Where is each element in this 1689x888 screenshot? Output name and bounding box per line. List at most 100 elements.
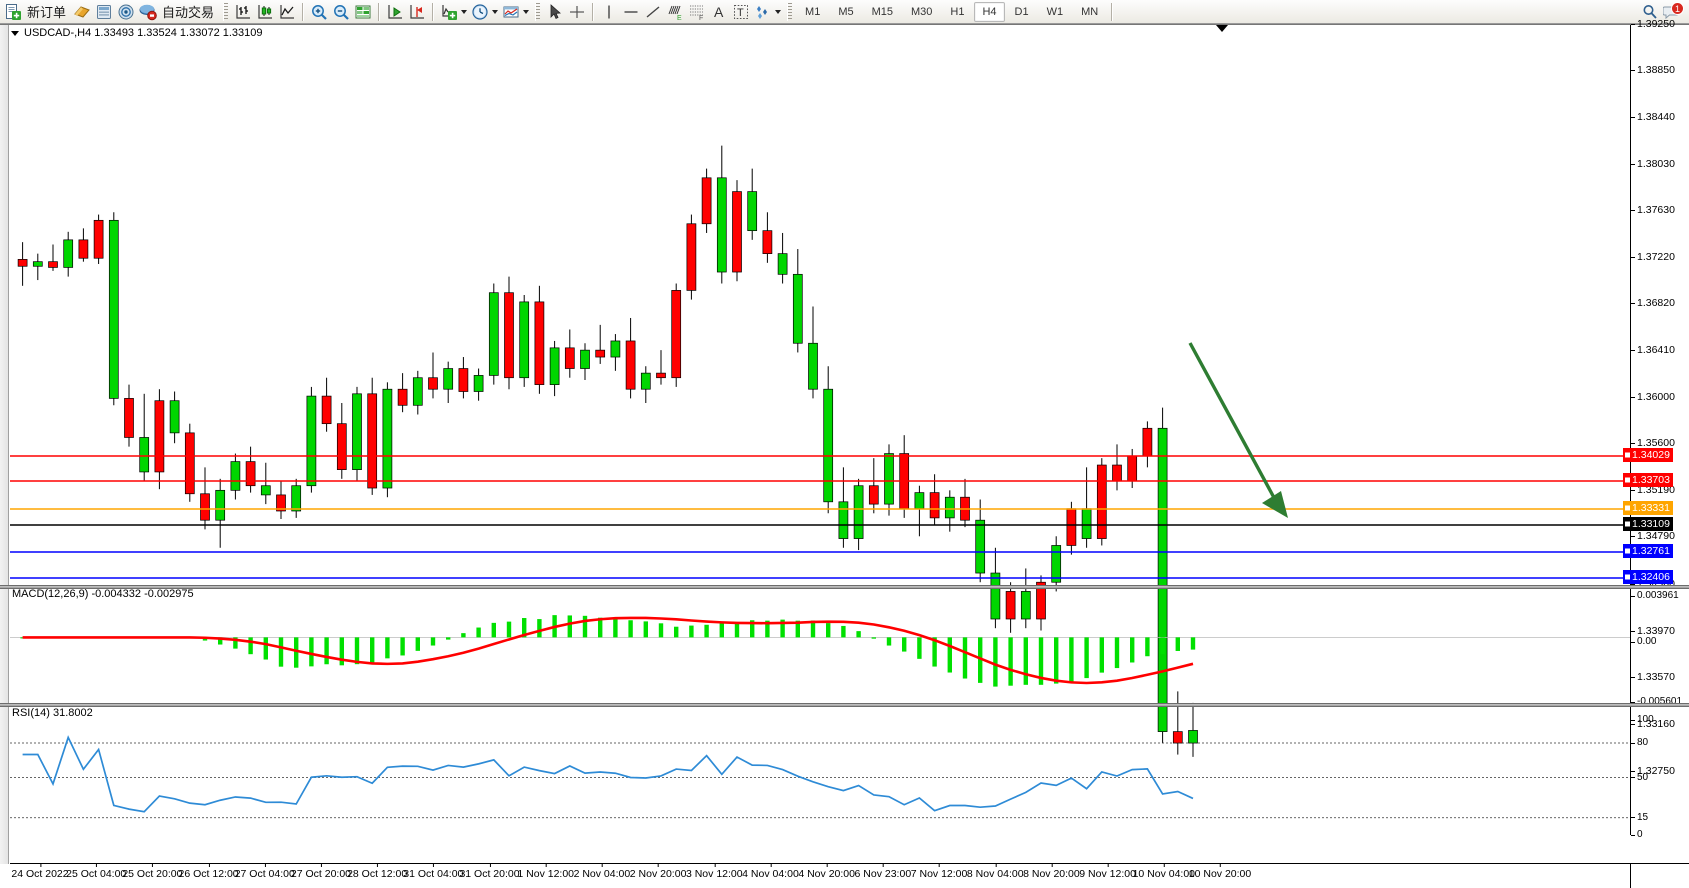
price-plot-area[interactable] (10, 25, 1630, 835)
price-tick: 1.36410 (1631, 344, 1675, 356)
line-chart-icon (278, 3, 296, 21)
price-level-badge-support-1[interactable]: 1.32761 (1623, 544, 1673, 558)
toolbar-grip-1[interactable] (223, 2, 229, 21)
chart-shift-button[interactable] (406, 1, 428, 23)
timeframe-w1[interactable]: W1 (1046, 5, 1064, 18)
line-chart-button[interactable] (276, 1, 298, 23)
text-box-button[interactable]: T (730, 1, 752, 23)
new-order-button[interactable]: 新订单 (2, 1, 71, 23)
cursor-button[interactable] (544, 1, 566, 23)
trendline-icon (644, 3, 662, 21)
time-axis[interactable]: 24 Oct 2022 25 Oct 04:00 25 Oct 20:00 26 Oc… (10, 863, 1630, 888)
elliott-wave-button[interactable]: E (664, 1, 686, 23)
time-tick: 25 Oct 04:00 (66, 863, 127, 880)
auto-trading-button[interactable]: 自动交易 (137, 1, 219, 23)
time-tick: 27 Oct 04:00 (234, 863, 295, 880)
horizontal-line-button[interactable] (620, 1, 642, 23)
vertical-line-button[interactable] (598, 1, 620, 23)
bar-chart-button[interactable] (232, 1, 254, 23)
trendline-button[interactable] (642, 1, 664, 23)
time-tick: 10 Nov 20:00 (1188, 863, 1252, 880)
fibonacci-button[interactable]: F (686, 1, 708, 23)
timeframe-m15[interactable]: M15 (871, 5, 893, 18)
macd-tick: -0.005601 (1631, 696, 1682, 707)
timeframe-h4[interactable]: H4 (974, 1, 1005, 22)
macd-pane[interactable] (10, 591, 1630, 703)
signals-button[interactable] (115, 1, 137, 23)
price-tick: 1.33970 (1631, 625, 1675, 637)
zoom-out-icon (332, 3, 350, 21)
period-button[interactable] (469, 1, 500, 23)
time-tick: 10 Nov 04:00 (1132, 863, 1196, 880)
chart-scroll-marker[interactable] (1216, 25, 1228, 32)
price-tick: 1.38440 (1631, 111, 1675, 123)
price-axis[interactable]: 1.39250 1.38850 1.38440 1.38030 1.37630 1.372… (1623, 18, 1689, 835)
chart-grid-button[interactable] (352, 1, 374, 23)
zoom-out-button[interactable] (330, 1, 352, 23)
timeframe-group: M1 M5 M15 M30 H1 H4 D1 W1 MN (796, 1, 1107, 22)
shapes-button[interactable] (752, 1, 783, 23)
price-level-badge-pivot[interactable]: 1.33331 (1623, 501, 1673, 515)
macd-axis: 0.003961 0.00 -0.005601 (1630, 585, 1689, 707)
time-tick: 4 Nov 20:00 (798, 863, 855, 880)
timeframe-d1[interactable]: D1 (1014, 5, 1029, 18)
templates-button[interactable] (500, 1, 531, 23)
signals-icon (117, 3, 135, 21)
time-tick: 24 Oct 2022 (11, 863, 69, 880)
price-level-badge-resistance-2[interactable]: 1.34029 (1623, 448, 1673, 462)
toolbar-separator-4 (592, 2, 595, 21)
toolbar-grip-2[interactable] (535, 2, 541, 21)
notifications-button[interactable]: 1 (1661, 1, 1684, 23)
rsi-tick: 50 (1631, 772, 1648, 783)
macd-pane-separator[interactable] (0, 585, 1689, 589)
timeframe-m30[interactable]: M30 (911, 5, 933, 18)
rsi-tick: 0 (1631, 829, 1643, 840)
time-tick: 3 Nov 12:00 (685, 863, 743, 880)
chart-grid-icon (354, 3, 372, 21)
chevron-down-icon[interactable] (461, 9, 468, 14)
chart-vertical-scrollbar[interactable] (0, 25, 9, 864)
price-level-badge-support-2[interactable]: 1.32406 (1623, 570, 1673, 584)
expert-advisor-button[interactable] (71, 1, 93, 23)
zoom-in-button[interactable] (308, 1, 330, 23)
rsi-pane[interactable] (10, 720, 1630, 835)
candlestick-chart-button[interactable] (254, 1, 276, 23)
timeframe-h1[interactable]: H1 (950, 5, 965, 18)
text-label-button[interactable]: A (708, 1, 730, 23)
search-icon (1641, 3, 1659, 21)
indicators-button[interactable] (438, 1, 469, 23)
macd-indicator-label: MACD(12,26,9) -0.004332 -0.002975 (12, 588, 194, 600)
toolbar-separator-1 (302, 2, 305, 21)
data-window-button[interactable] (93, 1, 115, 23)
new-order-label: 新订单 (27, 6, 67, 21)
rsi-pane-separator[interactable] (0, 703, 1689, 707)
time-tick: 2 Nov 04:00 (573, 863, 631, 880)
text-box-icon: T (732, 3, 750, 21)
price-tick: 1.32750 (1631, 765, 1675, 777)
chevron-down-icon[interactable] (775, 9, 782, 14)
chart-window[interactable]: USDCAD-,H4 1.33493 1.33524 1.33072 1.331… (0, 18, 1689, 888)
chevron-down-icon[interactable] (523, 9, 530, 14)
chart-symbol-header: USDCAD-,H4 1.33493 1.33524 1.33072 1.331… (11, 27, 263, 39)
chevron-down-icon[interactable] (492, 9, 499, 14)
price-level-badge-resistance-1[interactable]: 1.33703 (1623, 473, 1673, 487)
toolbar-separator-2 (378, 2, 381, 21)
elliott-wave-icon: E (666, 3, 684, 22)
text-label-icon: A (710, 3, 728, 21)
autoscroll-button[interactable] (384, 1, 406, 23)
svg-text:F: F (699, 15, 703, 21)
price-tick: 1.38030 (1631, 158, 1675, 170)
crosshair-icon (568, 3, 586, 21)
search-button[interactable] (1639, 1, 1661, 23)
toolbar-grip-3[interactable] (787, 2, 793, 21)
chevron-down-icon[interactable] (11, 30, 19, 36)
crosshair-button[interactable] (566, 1, 588, 23)
time-tick: 2 Nov 20:00 (629, 863, 687, 880)
timeframe-m1[interactable]: M1 (805, 5, 821, 18)
notification-badge: 1 (1671, 1, 1684, 15)
price-level-badge-current-price[interactable]: 1.33109 (1623, 517, 1673, 531)
price-tick: 1.36820 (1631, 297, 1675, 309)
timeframe-mn[interactable]: MN (1081, 5, 1099, 18)
price-tick: 1.33570 (1631, 671, 1675, 683)
timeframe-m5[interactable]: M5 (838, 5, 854, 18)
